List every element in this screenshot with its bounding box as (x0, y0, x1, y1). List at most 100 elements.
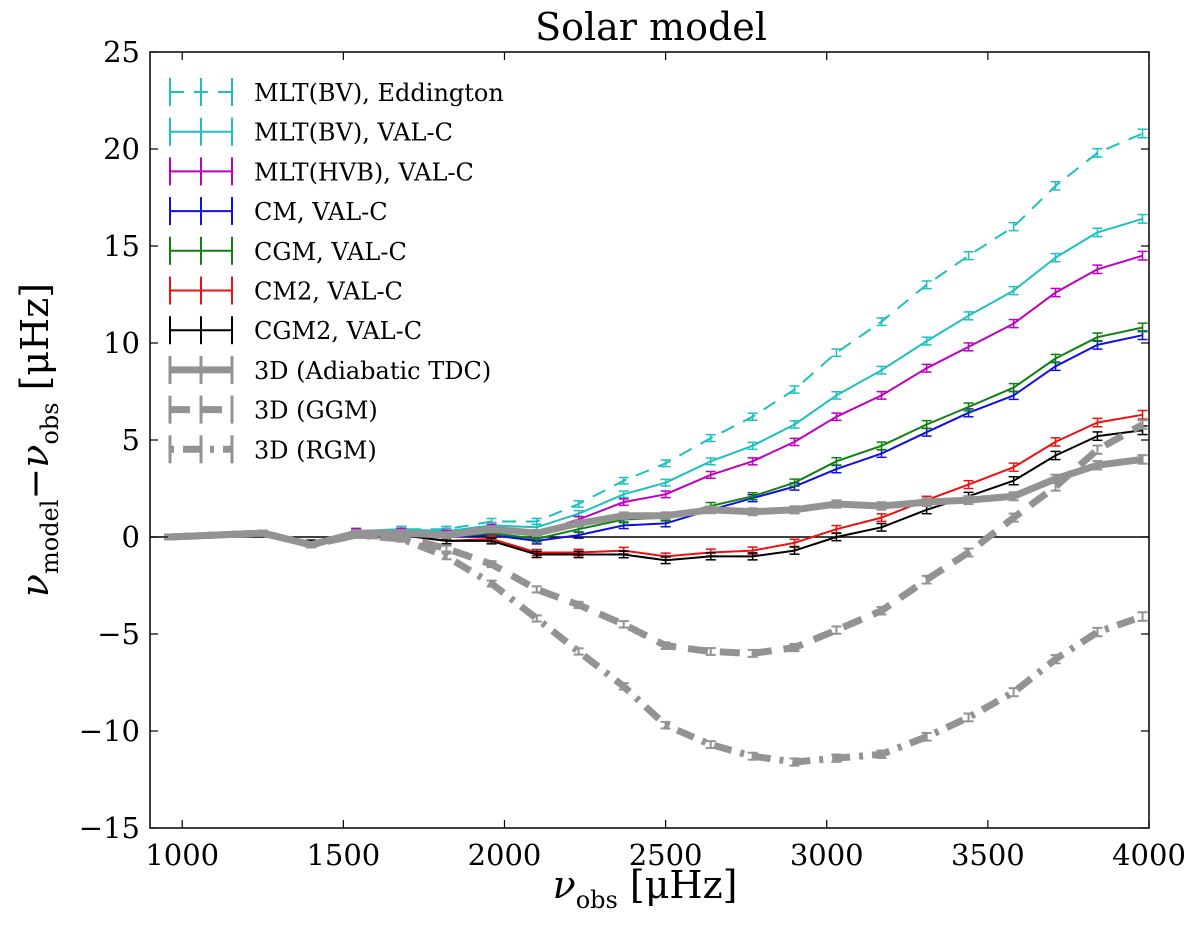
error-bar (573, 500, 584, 508)
error-bar (831, 753, 842, 763)
error-bar (1050, 181, 1061, 191)
plot-area: 1000 1500 2000 2500 3000 3500 4000 −15 −10 −5 0 5 10… (79, 35, 1186, 872)
legend-label: MLT(HVB), VAL-C (254, 158, 474, 186)
error-bar (876, 513, 887, 523)
error-bar (747, 492, 758, 501)
y-tick-label: 15 (103, 229, 140, 263)
y-tick-label: 20 (103, 132, 140, 166)
error-bar (1050, 481, 1061, 492)
legend-item: 3D (GGM) (168, 395, 378, 425)
x-tick-label: 4000 (1112, 838, 1186, 872)
error-bar (876, 522, 887, 532)
error-bar (963, 712, 974, 723)
legend-label: CM2, VAL-C (254, 278, 403, 306)
error-bar (1050, 287, 1061, 298)
error-bar (1050, 450, 1061, 461)
error-bar (876, 605, 887, 616)
error-bar (531, 529, 542, 538)
error-bar (1050, 437, 1061, 447)
error-bar (876, 317, 887, 327)
error-bar (705, 505, 716, 515)
error-bar (660, 556, 671, 565)
error-bar (351, 531, 362, 539)
error-bar (876, 501, 887, 511)
y-label-subscript-2: obs (36, 402, 64, 444)
error-bar (1092, 626, 1103, 638)
error-bar (831, 464, 842, 474)
error-bar (831, 348, 842, 358)
error-bar (1092, 227, 1103, 238)
legend-label: CM, VAL-C (254, 198, 388, 226)
y-tick-label: 0 (122, 520, 140, 554)
error-bar (747, 751, 758, 761)
error-bar (831, 625, 842, 635)
error-bar (831, 390, 842, 400)
error-bar (747, 507, 758, 517)
error-bar (1008, 491, 1019, 502)
error-bar (1092, 460, 1103, 471)
error-bar (486, 560, 497, 569)
error-bar (963, 402, 974, 412)
error-bar (1092, 332, 1103, 343)
x-tick-label: 3000 (790, 838, 864, 872)
error-bar (1008, 318, 1019, 329)
error-bar (618, 620, 629, 629)
series-line (169, 529, 1144, 766)
error-bar (705, 457, 716, 466)
error-bar (789, 385, 800, 394)
error-bar (1050, 654, 1061, 665)
error-bar (1137, 419, 1148, 430)
error-bar (705, 433, 716, 443)
error-bar (618, 490, 629, 499)
error-bar (789, 546, 800, 555)
series-layer (164, 128, 1148, 767)
error-bar (876, 390, 887, 400)
error-bar (573, 600, 584, 610)
error-bar (531, 550, 542, 559)
error-bar (531, 585, 542, 594)
y-label-symbol-1: ν (13, 574, 57, 597)
error-bar (789, 478, 800, 488)
error-bar (921, 336, 932, 346)
legend-item: MLT(HVB), VAL-C (169, 157, 474, 186)
error-bar (921, 505, 932, 515)
error-bar (705, 647, 716, 656)
error-bar (747, 441, 758, 451)
error-bar (747, 412, 758, 421)
error-bar (831, 532, 842, 542)
error-bar (1008, 221, 1019, 232)
y-label-symbol-2: ν (13, 445, 57, 468)
y-tick-label: 10 (103, 326, 140, 360)
series-7 (164, 454, 1148, 549)
error-bar (789, 437, 800, 447)
error-bar (963, 547, 974, 558)
error-bar (1008, 475, 1019, 486)
error-bar (573, 550, 584, 559)
error-bar (789, 505, 800, 515)
error-bar (876, 365, 887, 375)
y-tick-label: 25 (103, 35, 140, 69)
y-tick-label: 5 (122, 423, 140, 457)
error-bar (705, 740, 716, 749)
error-bar (921, 363, 932, 373)
legend-label: MLT(BV), Eddington (254, 79, 504, 107)
error-bar (963, 311, 974, 321)
error-bar (441, 552, 452, 561)
error-bar (921, 574, 932, 585)
error-bar (618, 550, 629, 559)
error-bar (963, 342, 974, 352)
legend-item: MLT(BV), Eddington (169, 78, 504, 107)
y-tick-label: −15 (79, 811, 140, 845)
error-bar (257, 529, 268, 537)
y-label-minus: − (13, 468, 57, 500)
error-bar (1137, 322, 1148, 333)
series-line (169, 455, 1144, 549)
x-label-symbol: ν (553, 863, 576, 907)
legend-label: 3D (GGM) (254, 397, 378, 425)
error-bar (618, 498, 629, 507)
error-bar (396, 535, 407, 543)
error-bar (1092, 264, 1103, 275)
error-bar (1092, 444, 1103, 455)
error-bar (1137, 213, 1148, 224)
